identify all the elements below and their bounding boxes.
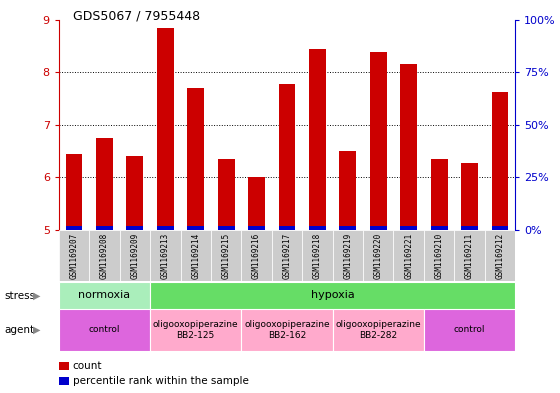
Text: GSM1169210: GSM1169210 — [435, 232, 444, 279]
Bar — [157, 226, 174, 230]
Bar — [218, 226, 235, 230]
Text: GSM1169219: GSM1169219 — [343, 232, 352, 279]
Text: ▶: ▶ — [32, 290, 40, 301]
Bar — [485, 230, 515, 281]
Bar — [400, 226, 417, 230]
Bar — [96, 226, 113, 230]
Text: GSM1169208: GSM1169208 — [100, 232, 109, 279]
Bar — [272, 230, 302, 281]
Text: GSM1169216: GSM1169216 — [252, 232, 261, 279]
Bar — [218, 159, 235, 230]
Text: GSM1169215: GSM1169215 — [222, 232, 231, 279]
Bar — [394, 230, 424, 281]
Bar — [400, 64, 417, 230]
Text: normoxia: normoxia — [78, 290, 130, 300]
Text: GSM1169213: GSM1169213 — [161, 232, 170, 279]
Bar — [309, 226, 326, 230]
Bar — [492, 226, 508, 230]
Text: oligooxopiperazine
BB2-282: oligooxopiperazine BB2-282 — [335, 320, 421, 340]
Bar — [461, 226, 478, 230]
Bar — [96, 138, 113, 230]
Bar — [241, 309, 333, 351]
Bar — [461, 163, 478, 230]
Bar — [279, 226, 295, 230]
Bar — [59, 309, 150, 351]
Bar — [66, 154, 82, 230]
Text: GSM1169220: GSM1169220 — [374, 232, 383, 279]
Bar — [188, 226, 204, 230]
Text: control: control — [454, 325, 486, 334]
Text: GSM1169212: GSM1169212 — [496, 232, 505, 279]
Bar — [454, 230, 485, 281]
Bar — [127, 226, 143, 230]
Text: agent: agent — [4, 325, 35, 335]
Bar — [150, 282, 515, 309]
Bar — [211, 230, 241, 281]
Bar — [248, 226, 265, 230]
Bar — [333, 309, 424, 351]
Bar — [59, 230, 89, 281]
Bar — [492, 92, 508, 230]
Text: GSM1169214: GSM1169214 — [191, 232, 200, 279]
Text: GSM1169209: GSM1169209 — [130, 232, 139, 279]
Bar — [309, 49, 326, 230]
Bar — [248, 177, 265, 230]
Bar — [279, 84, 295, 230]
Bar — [431, 226, 447, 230]
Bar — [150, 230, 180, 281]
Bar — [59, 282, 150, 309]
Bar — [339, 226, 356, 230]
Bar — [120, 230, 150, 281]
Bar — [157, 28, 174, 230]
Bar — [363, 230, 394, 281]
Text: GSM1169207: GSM1169207 — [69, 232, 78, 279]
Bar — [339, 151, 356, 230]
Bar — [333, 230, 363, 281]
Text: ▶: ▶ — [32, 325, 40, 335]
Bar — [302, 230, 333, 281]
Bar — [424, 309, 515, 351]
Text: hypoxia: hypoxia — [311, 290, 354, 300]
Text: GSM1169211: GSM1169211 — [465, 232, 474, 279]
Text: stress: stress — [4, 290, 36, 301]
Text: GSM1169217: GSM1169217 — [282, 232, 292, 279]
Text: oligooxopiperazine
BB2-125: oligooxopiperazine BB2-125 — [153, 320, 239, 340]
Text: GSM1169218: GSM1169218 — [313, 232, 322, 279]
Bar — [241, 230, 272, 281]
Text: GDS5067 / 7955448: GDS5067 / 7955448 — [73, 10, 200, 23]
Text: oligooxopiperazine
BB2-162: oligooxopiperazine BB2-162 — [244, 320, 330, 340]
Bar — [127, 156, 143, 230]
Bar — [89, 230, 120, 281]
Bar — [66, 226, 82, 230]
Bar — [180, 230, 211, 281]
Bar — [431, 159, 447, 230]
Bar — [370, 52, 386, 230]
Text: GSM1169221: GSM1169221 — [404, 232, 413, 279]
Bar — [370, 226, 386, 230]
Bar — [424, 230, 454, 281]
Text: count: count — [73, 361, 102, 371]
Bar — [188, 88, 204, 230]
Text: percentile rank within the sample: percentile rank within the sample — [73, 376, 249, 386]
Bar — [150, 309, 241, 351]
Text: control: control — [88, 325, 120, 334]
